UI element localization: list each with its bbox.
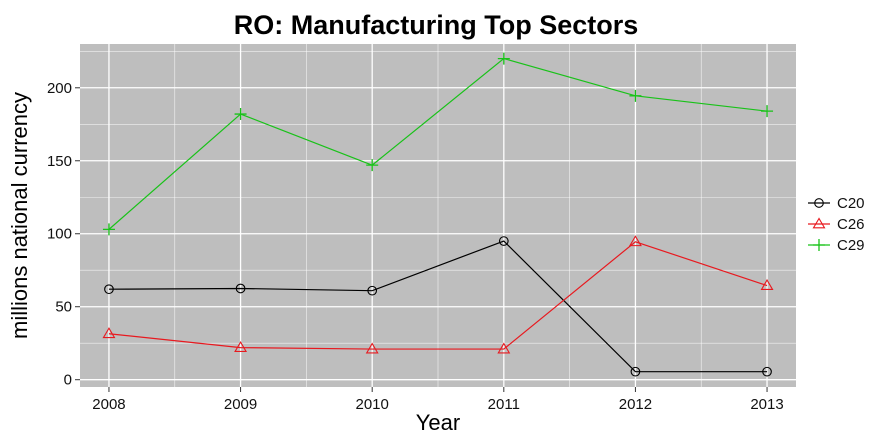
- data-point-c29: [629, 89, 642, 102]
- data-point-c26: [760, 278, 774, 290]
- data-point-c26: [497, 342, 511, 354]
- y-tick-label: 50: [55, 299, 72, 316]
- x-tick-label: 2013: [750, 396, 783, 413]
- data-point-c20: [762, 366, 772, 377]
- legend-label: C26: [837, 216, 865, 233]
- y-tick-label: 0: [64, 372, 72, 389]
- data-point-c29: [761, 105, 774, 118]
- data-point-c29: [497, 52, 510, 65]
- chart-title: RO: Manufacturing Top Sectors: [234, 10, 639, 40]
- series-line-c26: [108, 241, 768, 350]
- legend-item-c26: C26: [808, 216, 865, 233]
- series-c20: [104, 236, 772, 377]
- legend-label: C20: [837, 195, 865, 212]
- data-point-c20: [367, 285, 378, 296]
- data-point-c20: [630, 366, 641, 377]
- x-tick-label: 2010: [356, 396, 389, 413]
- y-tick-label: 150: [47, 153, 72, 170]
- legend-key-marker: [812, 217, 826, 229]
- data-point-c26: [234, 341, 248, 352]
- data-point-c29: [234, 108, 247, 121]
- y-axis-title: millions national currency: [7, 92, 32, 339]
- series-layer: [102, 52, 774, 377]
- series-c26: [102, 235, 774, 354]
- data-point-c20: [498, 236, 509, 246]
- data-point-c26: [102, 327, 116, 339]
- series-c29: [102, 52, 774, 236]
- y-tick-label: 100: [47, 226, 72, 243]
- legend-key-marker: [813, 239, 825, 251]
- legend-label: C29: [837, 237, 865, 254]
- x-tick-label: 2009: [224, 396, 257, 413]
- grid-lines: [80, 44, 796, 387]
- x-tick-label: 2012: [619, 396, 652, 413]
- data-point-c26: [628, 235, 642, 247]
- data-point-c20: [104, 284, 114, 295]
- legend-item-c29: C29: [808, 237, 865, 254]
- x-axis-title: Year: [416, 410, 460, 435]
- data-point-c20: [235, 283, 246, 294]
- series-line-c20: [108, 240, 768, 373]
- series-line-c29: [108, 57, 768, 230]
- legend-item-c20: C20: [808, 195, 865, 212]
- data-point-c29: [366, 159, 379, 172]
- x-tick-label: 2008: [92, 396, 125, 413]
- data-point-c29: [102, 223, 115, 236]
- data-point-c26: [365, 342, 379, 354]
- legend-key-marker: [814, 198, 824, 208]
- x-tick-label: 2011: [488, 396, 520, 413]
- axes: 0 50 100 150 200 2008 2009 2010 2011 2012 2013: [47, 80, 784, 413]
- y-tick-label: 200: [47, 80, 72, 97]
- legend: C20 C26 C29: [808, 195, 865, 254]
